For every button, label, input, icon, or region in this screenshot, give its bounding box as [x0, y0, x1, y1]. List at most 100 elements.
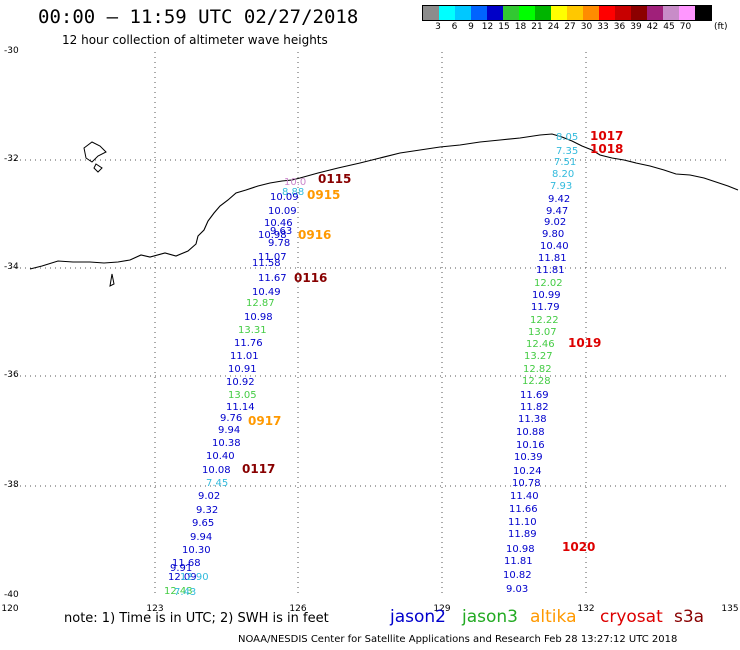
wave-height-value: 11.14 [226, 402, 255, 413]
wave-height-value: 10.38 [212, 438, 241, 449]
island-outline [109, 273, 115, 287]
wave-height-value: 10.88 [516, 427, 545, 438]
track-time-label: 1017 [590, 129, 624, 143]
color-scale-bar [422, 5, 712, 21]
wave-height-value: 11.01 [230, 351, 259, 362]
track-time-label: 0116 [294, 271, 328, 285]
wave-height-value: 9.02 [198, 491, 221, 502]
map-title: 00:00 – 11:59 UTC 02/27/2018 [38, 6, 359, 28]
latitude-label: -30 [4, 46, 19, 56]
latitude-label: -34 [4, 262, 19, 272]
wave-height-value: 10.08 [202, 465, 231, 476]
color-scale-tick: 3 [435, 22, 441, 32]
coastline [29, 133, 739, 270]
track-time-label: 0915 [307, 188, 341, 202]
color-swatch [487, 6, 503, 20]
wave-height-value: 8.20 [552, 169, 575, 180]
color-swatch [615, 6, 631, 20]
wave-height-value: 12.28 [522, 376, 551, 387]
color-scale-tick: 21 [531, 22, 543, 32]
color-scale-tick: 18 [514, 22, 527, 32]
wave-height-value: 10.46 [264, 218, 293, 229]
wave-height-value: 7.35 [556, 146, 579, 157]
longitude-label: 120 [1, 604, 19, 614]
wave-height-value: 11.76 [234, 338, 263, 349]
wave-height-value: 10.39 [514, 452, 543, 463]
wave-height-value: 10.91 [228, 364, 257, 375]
wave-height-value: 12.02 [534, 278, 563, 289]
wave-height-value: 12.82 [523, 364, 552, 375]
wave-height-value: 10.78 [512, 478, 541, 489]
wave-height-value: 10.98 [506, 544, 535, 555]
wave-height-value: 9.47 [546, 206, 569, 217]
wave-height-value: 9.42 [548, 194, 571, 205]
color-swatch [663, 6, 679, 20]
wave-height-value: 13.07 [528, 327, 557, 338]
latitude-label: -32 [4, 154, 19, 164]
wave-height-value: 10.30 [182, 545, 211, 556]
longitude-label: 129 [433, 604, 451, 614]
longitude-label: 126 [289, 604, 307, 614]
graticule [10, 52, 730, 596]
wave-height-value: 11.81 [536, 265, 565, 276]
longitude-label: 135 [721, 604, 739, 614]
color-swatch [423, 6, 439, 20]
color-scale-tick: 15 [498, 22, 510, 32]
wave-height-value: 10.0 [284, 177, 307, 188]
satellite-legend-jason2: jason2 [390, 607, 446, 627]
wave-height-value: 9.65 [192, 518, 215, 529]
color-swatch [567, 6, 583, 20]
satellite-legend-s3a: s3a [674, 607, 705, 627]
wave-height-value: 9.94 [190, 532, 213, 543]
color-swatch [471, 6, 487, 20]
color-scale-tick: 42 [646, 22, 659, 32]
color-swatch [583, 6, 599, 20]
color-scale-tick: 24 [547, 22, 560, 32]
color-scale-tick: 12 [481, 22, 494, 32]
wave-height-value: 9.78 [268, 238, 291, 249]
track-time-label: 1019 [568, 336, 602, 350]
color-scale-tick: 30 [580, 22, 593, 32]
color-scale-unit: (ft) [714, 22, 728, 32]
wave-height-value: 10.82 [503, 570, 532, 581]
wave-height-value: 11.68 [172, 558, 201, 569]
wave-height-value: 10.98 [258, 230, 287, 241]
wave-height-value: 12.46 [526, 339, 555, 350]
color-scale-tick: 39 [630, 22, 642, 32]
wave-height-value: 13.05 [228, 390, 257, 401]
longitude-label: 123 [146, 604, 164, 614]
map-subtitle: 12 hour collection of altimeter wave hei… [62, 33, 328, 47]
track-time-label: 1018 [590, 142, 624, 156]
wave-height-value: 9.91 [170, 563, 193, 574]
wave-height-value: 8.05 [556, 132, 579, 143]
wave-height-value: 7.43 [174, 587, 197, 598]
wave-height-value: 11.82 [520, 402, 549, 413]
color-scale-tick: 9 [468, 22, 474, 32]
wave-height-value: 10.40 [540, 241, 569, 252]
color-swatch [455, 6, 471, 20]
color-scale-tick: 27 [564, 22, 576, 32]
wave-height-value: 10.16 [516, 440, 545, 451]
wave-height-value: 10.24 [513, 466, 542, 477]
wave-height-value: 10.98 [244, 312, 273, 323]
wave-height-value: 9.03 [506, 584, 529, 595]
color-swatch [535, 6, 551, 20]
color-scale-tick: 33 [597, 22, 609, 32]
wave-height-value: 9.80 [542, 229, 565, 240]
wave-height-value: 11.58 [252, 258, 281, 269]
wave-height-value: 11.07 [258, 252, 287, 263]
wave-height-value: 12.09 [168, 572, 197, 583]
wave-height-value: 12.22 [530, 315, 559, 326]
wave-height-value: 7.93 [550, 181, 573, 192]
wave-height-value: 9.02 [544, 217, 567, 228]
wave-height-value: 10.09 [268, 206, 297, 217]
track-time-label: 0115 [318, 172, 352, 186]
color-swatch [439, 6, 455, 20]
footnote: note: 1) Time is in UTC; 2) SWH is in fe… [64, 611, 329, 626]
color-swatch [503, 6, 519, 20]
track-time-label: 0117 [242, 462, 276, 476]
color-swatch [519, 6, 535, 20]
color-scale-tick: 6 [451, 22, 458, 32]
color-swatch [679, 6, 695, 20]
track-time-label: 0917 [248, 414, 282, 428]
